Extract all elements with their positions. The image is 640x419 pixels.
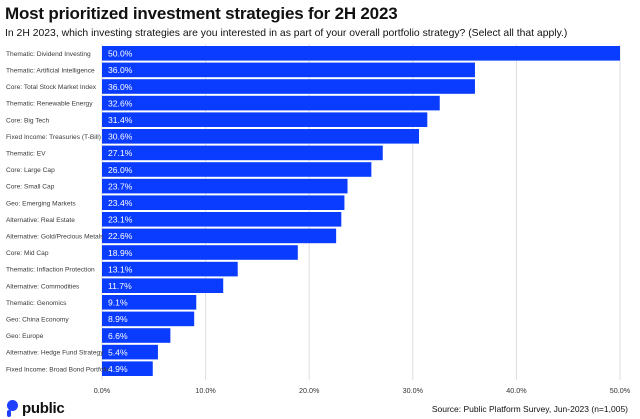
- bar[interactable]: [102, 295, 197, 310]
- bar[interactable]: [102, 311, 195, 327]
- category-label: Core: Total Stock Market Index: [6, 84, 97, 91]
- bar-value-label: 26.0%: [108, 165, 133, 175]
- bar-value-label: 11.7%: [108, 281, 132, 291]
- bar-value-label: 31.4%: [108, 115, 133, 125]
- bar[interactable]: [102, 79, 475, 94]
- bar[interactable]: [102, 328, 171, 343]
- bar-value-label: 23.4%: [108, 198, 133, 208]
- category-label: Alternative: Commodities: [6, 283, 80, 290]
- bar[interactable]: [102, 261, 238, 277]
- bar-value-label: 50.0%: [108, 49, 133, 59]
- category-label: Geo: China Economy: [6, 317, 69, 324]
- bar[interactable]: [102, 344, 158, 360]
- category-label: Thematic: Genomics: [6, 300, 67, 307]
- bar[interactable]: [102, 145, 383, 161]
- public-logo-icon: [6, 399, 18, 417]
- bar[interactable]: [102, 129, 420, 144]
- category-label: Thematic: Renewable Energy: [6, 101, 93, 108]
- bar[interactable]: [102, 278, 224, 293]
- bar[interactable]: [102, 245, 298, 260]
- category-label: Thematic: Artificial Intelligence: [6, 68, 95, 75]
- bar-value-label: 23.7%: [108, 181, 133, 191]
- chart-title: Most prioritized investment strategies f…: [5, 4, 398, 23]
- bar[interactable]: [102, 178, 348, 194]
- bar[interactable]: [102, 46, 620, 61]
- bar-value-label: 30.6%: [108, 132, 133, 142]
- bar-value-label: 36.0%: [108, 82, 133, 92]
- category-label: Core: Big Tech: [6, 117, 49, 124]
- source-note: Source: Public Platform Survey, Jun-2023…: [431, 404, 628, 414]
- bar-value-label: 36.0%: [108, 65, 133, 75]
- bar-value-label: 27.1%: [108, 148, 133, 158]
- bar-value-label: 32.6%: [108, 98, 133, 108]
- bar-value-label: 23.1%: [108, 215, 133, 225]
- category-label: Core: Mid Cap: [6, 250, 49, 257]
- category-label: Fixed Income: Treasuries (T-Bill): [6, 134, 101, 141]
- bar[interactable]: [102, 212, 342, 227]
- x-tick-label: 10.0%: [195, 386, 216, 395]
- bar[interactable]: [102, 112, 428, 127]
- x-tick-label: 50.0%: [610, 386, 631, 395]
- bar-value-label: 18.9%: [108, 248, 133, 258]
- bar[interactable]: [102, 95, 440, 111]
- category-label: Alternative: Real Estate: [6, 217, 75, 224]
- category-label: Core: Small Cap: [6, 184, 55, 191]
- x-tick-label: 20.0%: [299, 386, 320, 395]
- x-tick-label: 0.0%: [94, 386, 111, 395]
- x-tick-label: 30.0%: [403, 386, 424, 395]
- category-label: Thematic: EV: [6, 151, 46, 158]
- x-tick-label: 40.0%: [506, 386, 527, 395]
- bar[interactable]: [102, 62, 475, 78]
- bar[interactable]: [102, 162, 372, 177]
- category-label: Geo: Emerging Markets: [6, 200, 76, 207]
- category-label: Alternative: Gold/Precious Metals: [6, 234, 104, 241]
- category-label: Fixed Income: Broad Bond Portfolio: [6, 366, 110, 373]
- chart-subtitle: In 2H 2023, which investing strategies a…: [5, 28, 568, 39]
- category-label: Core: Large Cap: [6, 167, 55, 174]
- category-label: Alternative: Hedge Fund Strategy: [6, 350, 104, 357]
- brand-logo: public: [6, 399, 65, 417]
- bar-value-label: 8.9%: [108, 314, 128, 324]
- bar[interactable]: [102, 195, 345, 210]
- category-label: Thematic: Inflaction Protection: [6, 267, 95, 274]
- bar-value-label: 13.1%: [108, 264, 133, 274]
- brand-name: public: [22, 399, 65, 417]
- bar-value-label: 9.1%: [108, 298, 128, 308]
- bar-value-label: 6.6%: [108, 331, 128, 341]
- bar[interactable]: [102, 361, 153, 376]
- bar-value-label: 4.9%: [108, 364, 128, 374]
- bar[interactable]: [102, 228, 337, 244]
- bar-value-label: 22.6%: [108, 231, 133, 241]
- category-label: Thematic: Dividend Investing: [6, 51, 91, 58]
- category-label: Geo: Europe: [6, 333, 44, 340]
- bar-value-label: 5.4%: [108, 347, 128, 357]
